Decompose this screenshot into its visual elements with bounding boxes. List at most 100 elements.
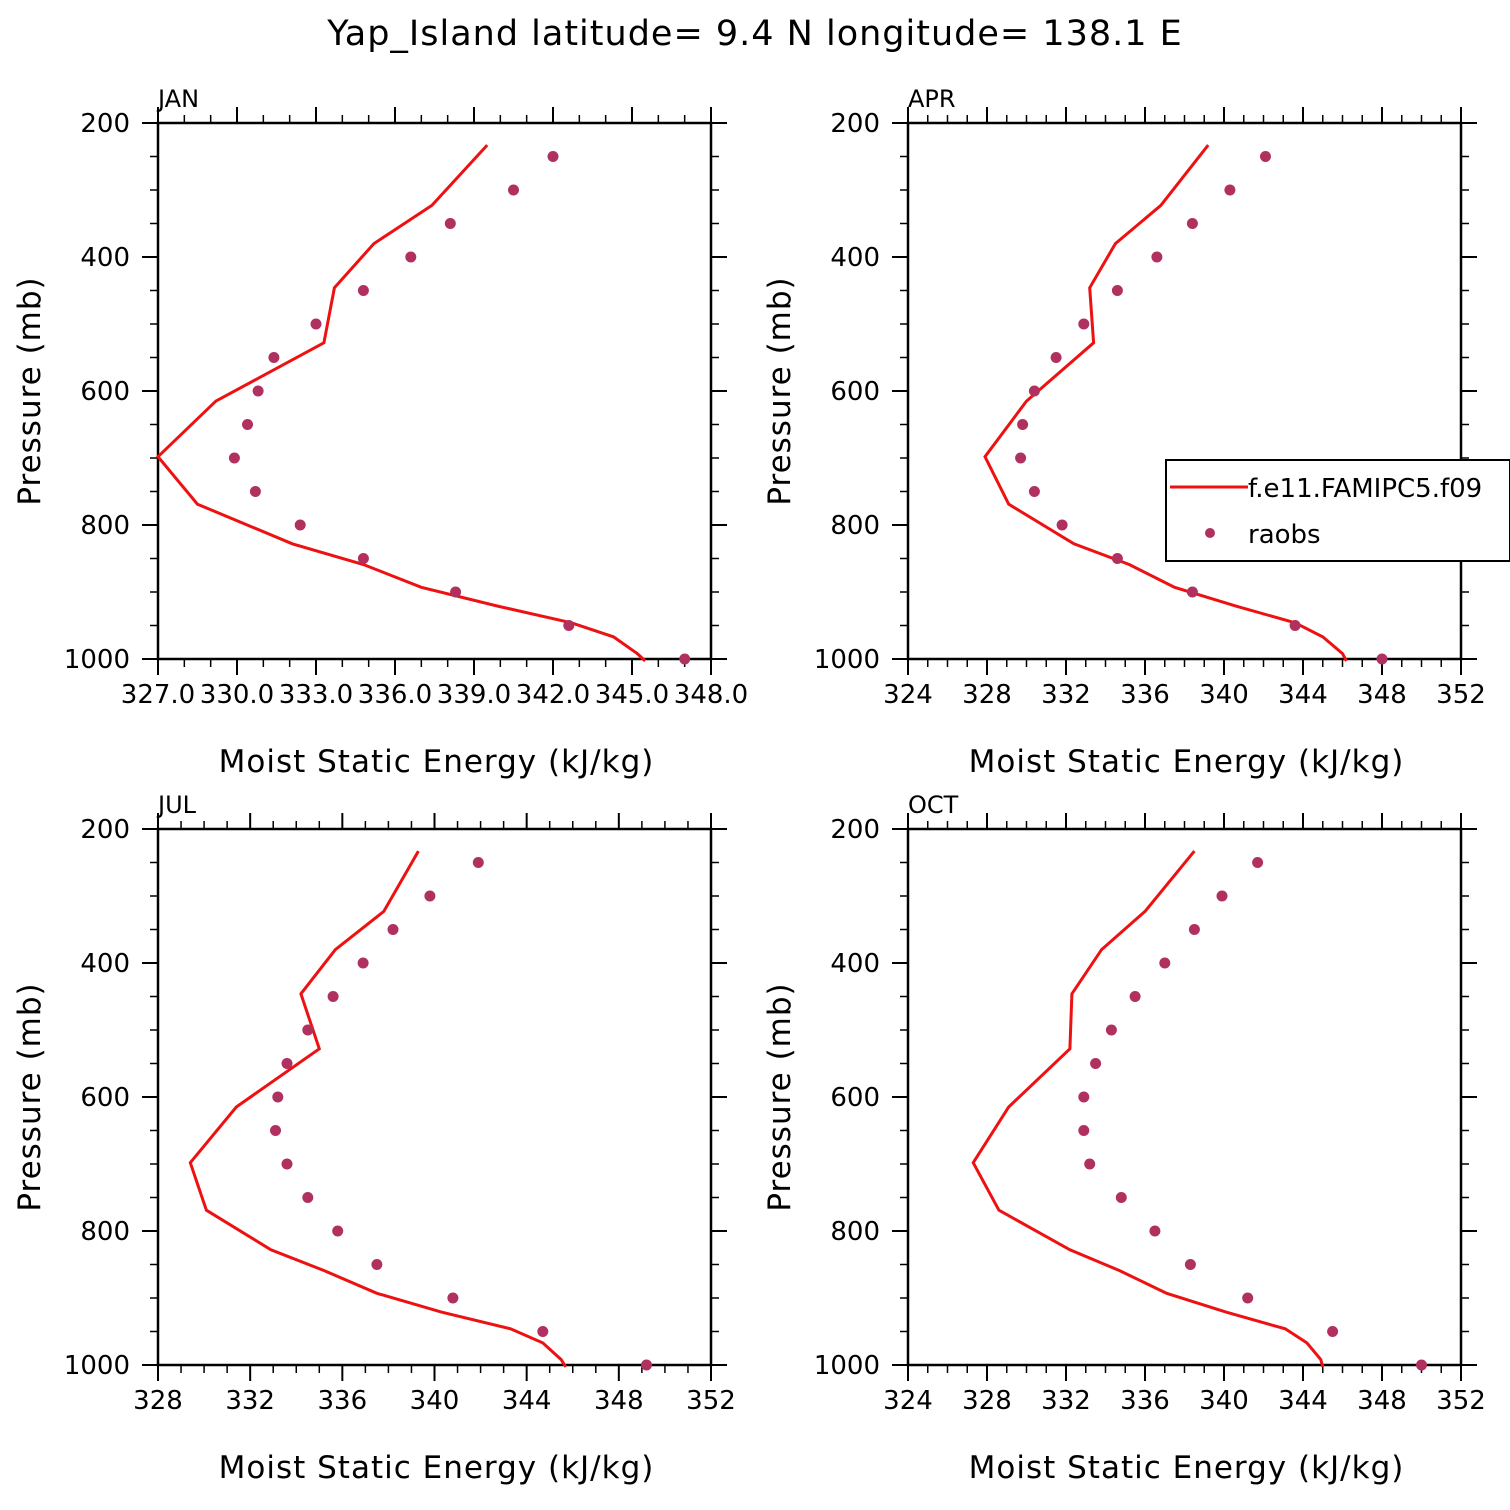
y-tick-label: 600 xyxy=(80,1083,130,1113)
y-tick-label: 200 xyxy=(830,815,880,845)
raobs-point xyxy=(1017,419,1029,430)
raobs-point xyxy=(1105,1024,1117,1036)
raobs-point xyxy=(1078,318,1090,330)
model-series-line xyxy=(155,144,647,663)
y-tick-label: 800 xyxy=(80,511,130,541)
panel-jul: JUL 328 332 336 340 344 348 352 200 400 600 800 1000… xyxy=(12,791,736,1486)
panel-oct: OCT 324 328 332 336 340 344 348 352 200 400 600 800 1… xyxy=(762,791,1486,1486)
raobs-point xyxy=(450,586,462,598)
raobs-point xyxy=(424,890,436,902)
raobs-point xyxy=(1260,151,1271,162)
raobs-point xyxy=(1078,1091,1090,1103)
y-tick-label: 200 xyxy=(830,109,880,139)
x-axis-label: Moist Static Energy (kJ/kg) xyxy=(969,1450,1405,1486)
raobs-point xyxy=(302,1024,314,1036)
x-tick-label: 328 xyxy=(133,1386,183,1416)
x-tick-label: 339.0 xyxy=(437,680,511,710)
x-tick-label: 332 xyxy=(1041,680,1091,710)
y-tick-label: 1000 xyxy=(64,1351,130,1381)
raobs-point xyxy=(357,285,369,296)
panel-title: JUL xyxy=(156,791,197,819)
raobs-point xyxy=(444,218,456,229)
x-tick-label: 352 xyxy=(686,1386,736,1416)
x-tick-label: 336 xyxy=(318,1386,368,1416)
raobs-point xyxy=(1184,1259,1196,1270)
x-tick-label: 352 xyxy=(1436,1386,1486,1416)
x-tick-label: 344 xyxy=(1278,680,1328,710)
y-tick-label: 400 xyxy=(830,243,880,273)
raobs-point xyxy=(447,1292,459,1304)
x-tick-label: 348.0 xyxy=(674,680,748,710)
raobs-point xyxy=(387,924,399,935)
x-axis-label: Moist Static Energy (kJ/kg) xyxy=(969,744,1405,780)
x-tick-label: 348 xyxy=(594,1386,644,1416)
x-tick-label: 332 xyxy=(225,1386,275,1416)
raobs-point xyxy=(1327,1326,1339,1337)
raobs-point xyxy=(1111,553,1123,564)
raobs-point xyxy=(547,151,559,162)
raobs-point xyxy=(1186,586,1198,598)
y-tick-label: 600 xyxy=(830,377,880,407)
raobs-point xyxy=(641,1359,652,1371)
raobs-point xyxy=(302,1192,314,1203)
raobs-point xyxy=(1376,653,1388,665)
x-tick-label: 324 xyxy=(883,1386,933,1416)
plot-frame xyxy=(156,827,713,1367)
raobs-point xyxy=(270,1125,281,1136)
raobs-point xyxy=(1242,1292,1254,1304)
raobs-point xyxy=(472,857,484,868)
x-tick-label: 336.0 xyxy=(358,680,432,710)
raobs-point xyxy=(405,251,417,263)
x-tick-label: 332 xyxy=(1041,1386,1091,1416)
x-tick-label: 344 xyxy=(502,1386,552,1416)
y-tick-label: 600 xyxy=(80,377,130,407)
x-tick-label: 340 xyxy=(410,1386,460,1416)
raobs-point xyxy=(1084,1158,1096,1170)
raobs-point xyxy=(357,553,369,564)
raobs-point xyxy=(281,1058,293,1069)
raobs-point xyxy=(1149,1225,1161,1237)
raobs-point xyxy=(327,991,339,1002)
raobs-point xyxy=(310,318,322,330)
raobs-point xyxy=(1115,1192,1127,1203)
y-axis-label: Pressure (mb) xyxy=(762,982,798,1211)
y-tick-label: 1000 xyxy=(814,1351,880,1381)
x-tick-label: 352 xyxy=(1436,680,1486,710)
x-tick-label: 336 xyxy=(1120,680,1170,710)
x-tick-label: 344 xyxy=(1278,1386,1328,1416)
legend-obs-label: raobs xyxy=(1248,520,1321,550)
y-tick-label: 800 xyxy=(830,511,880,541)
x-tick-label: 348 xyxy=(1357,1386,1407,1416)
y-tick-label: 400 xyxy=(830,949,880,979)
raobs-point xyxy=(537,1326,549,1337)
raobs-point xyxy=(1111,285,1123,296)
raobs-point xyxy=(242,419,253,430)
y-tick-label: 800 xyxy=(80,1217,130,1247)
y-axis-label: Pressure (mb) xyxy=(12,276,48,505)
raobs-point xyxy=(508,184,519,196)
x-tick-label: 330.0 xyxy=(200,680,274,710)
y-tick-label: 600 xyxy=(830,1083,880,1113)
y-tick-label: 400 xyxy=(80,949,130,979)
plot-frame xyxy=(906,827,1463,1367)
raobs-point xyxy=(1416,1359,1427,1371)
raobs-point xyxy=(1188,924,1200,935)
raobs-point xyxy=(679,653,691,665)
raobs-point xyxy=(1015,452,1027,464)
raobs-point xyxy=(1216,890,1228,902)
plot-frame xyxy=(906,121,1463,661)
raobs-point xyxy=(1186,218,1198,229)
figure-title: Yap_Island latitude= 9.4 N longitude= 13… xyxy=(326,14,1183,54)
x-tick-label: 345.0 xyxy=(595,680,669,710)
raobs-point xyxy=(563,620,575,631)
y-tick-label: 400 xyxy=(80,243,130,273)
legend-obs-marker xyxy=(1205,528,1215,538)
x-tick-label: 328 xyxy=(962,1386,1012,1416)
model-series-line xyxy=(188,850,568,1368)
legend-model-label: f.e11.FAMIPC5.f09 xyxy=(1248,474,1482,504)
x-tick-label: 336 xyxy=(1120,1386,1170,1416)
y-tick-label: 1000 xyxy=(64,645,130,675)
raobs-point xyxy=(1252,857,1264,868)
panel-jan: JAN 327.0 330.0 333.0 336.0 339.0 342.0 345.0 34… xyxy=(12,85,748,780)
panel-apr: APR 324 328 332 336 340 344 348 352 200 400 600 800 1… xyxy=(762,85,1486,780)
